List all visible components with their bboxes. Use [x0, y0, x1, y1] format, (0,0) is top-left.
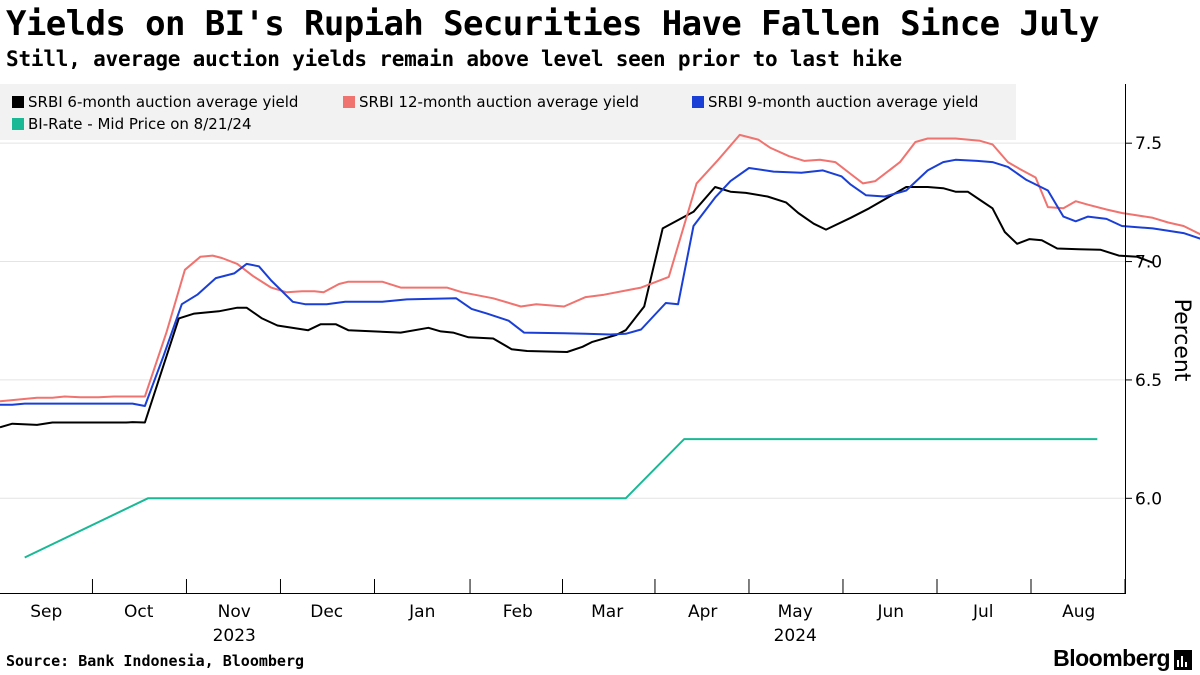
legend: SRBI 6-month auction average yield SRBI 1…: [12, 93, 978, 133]
y-tick-label-6.0: 6.0: [1135, 489, 1162, 509]
x-tick-label-mar: Mar: [591, 602, 623, 622]
series-line-srbi-9-month-auction-average-yield: [0, 158, 1200, 407]
year-label-2023: 2023: [213, 626, 256, 646]
legend-label-srbi-9-month-auction-average-yield: SRBI 9-month auction average yield: [708, 93, 978, 111]
x-tick-label-sep: Sep: [30, 602, 62, 622]
legend-swatch-srbi-12-month-auction-average-yield: [343, 96, 355, 108]
series-line-srbi-6-month-auction-average-yield: [0, 186, 1154, 429]
x-tick-label-jun: Jun: [876, 602, 904, 622]
chart-title: Yields on BI's Rupiah Securities Have Fa…: [6, 4, 1099, 44]
series-line-srbi-12-month-auction-average-yield: [0, 133, 1200, 403]
bloomberg-logo: Bloomberg: [1053, 645, 1170, 671]
y-tick-label-7.5: 7.5: [1135, 134, 1162, 154]
chart-subtitle: Still, average auction yields remain abo…: [6, 47, 902, 71]
legend-background: [0, 84, 1016, 140]
year-label-2024: 2024: [774, 626, 817, 646]
x-tick-label-apr: Apr: [688, 602, 717, 622]
gridlines: [0, 142, 1125, 499]
legend-swatch-srbi-9-month-auction-average-yield: [692, 96, 704, 108]
series-line-bi-rate-mid-price-on-8-21-24: [24, 438, 1098, 559]
legend-label-srbi-12-month-auction-average-yield: SRBI 12-month auction average yield: [359, 93, 639, 111]
x-tick-label-oct: Oct: [124, 602, 154, 622]
legend-swatch-bi-rate-mid-price-on-8-21-24: [12, 118, 24, 130]
x-axis: Sep Oct Nov Dec Jan Feb Mar Apr May Jun Jul Aug 2023…: [30, 579, 1126, 646]
series-lines: [0, 133, 1200, 559]
y-axis-title: Percent: [1169, 299, 1194, 382]
x-tick-label-aug: Aug: [1062, 602, 1095, 622]
x-tick-label-dec: Dec: [310, 602, 343, 622]
y-tick-label-7.0: 7.0: [1135, 253, 1162, 273]
source-note: Source: Bank Indonesia, Bloomberg: [6, 652, 305, 670]
x-tick-label-jan: Jan: [408, 602, 435, 622]
x-tick-label-nov: Nov: [218, 602, 251, 622]
x-tick-label-jul: Jul: [972, 602, 994, 622]
bloomberg-chart-icon: [1174, 650, 1192, 670]
legend-label-srbi-6-month-auction-average-yield: SRBI 6-month auction average yield: [28, 93, 298, 111]
legend-swatch-srbi-6-month-auction-average-yield: [12, 96, 24, 108]
x-tick-label-may: May: [778, 602, 813, 622]
y-axis: 6.0 6.5 7.0 7.5: [1125, 134, 1162, 509]
x-tick-label-feb: Feb: [503, 602, 533, 622]
legend-label-bi-rate-mid-price-on-8-21-24: BI-Rate - Mid Price on 8/21/24: [28, 115, 252, 133]
y-tick-label-6.5: 6.5: [1135, 371, 1162, 391]
